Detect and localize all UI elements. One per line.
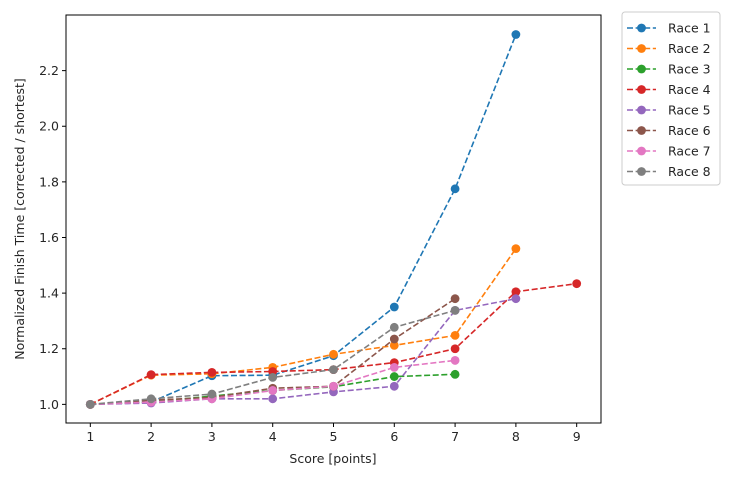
data-point xyxy=(511,287,521,297)
x-tick-label: 6 xyxy=(390,429,398,444)
axes-frame xyxy=(65,14,602,424)
legend-item: Race 1 xyxy=(627,21,711,36)
legend-marker-icon xyxy=(637,23,646,33)
data-point xyxy=(207,389,217,399)
legend-item: Race 4 xyxy=(627,82,711,97)
data-point xyxy=(85,399,95,409)
series-race-8 xyxy=(85,305,460,409)
data-point xyxy=(511,30,521,39)
legend-marker-icon xyxy=(637,64,646,74)
data-point xyxy=(146,394,156,404)
legend-marker-icon xyxy=(637,126,646,135)
data-point xyxy=(146,370,156,380)
y-tick-label: 1.0 xyxy=(39,397,59,412)
y-tick-label: 1.8 xyxy=(39,174,59,189)
legend-marker-icon xyxy=(637,105,646,115)
series-race-2 xyxy=(85,244,521,409)
y-axis: 1.0 1.2 1.4 1.6 1.8 2.0 2.2 xyxy=(39,63,66,412)
data-point xyxy=(450,356,460,365)
legend-label: Race 5 xyxy=(668,103,711,118)
legend-item: Race 6 xyxy=(627,123,711,138)
x-tick-label: 2 xyxy=(147,429,155,444)
x-tick-label: 3 xyxy=(208,429,216,444)
x-tick-label: 1 xyxy=(86,429,94,444)
y-tick-label: 2.0 xyxy=(39,119,59,134)
data-point xyxy=(268,386,278,395)
legend-marker-icon xyxy=(637,85,646,94)
y-tick-label: 1.2 xyxy=(39,341,59,356)
data-point xyxy=(572,279,582,289)
legend-label: Race 2 xyxy=(668,41,711,56)
x-axis-label: Score [points] xyxy=(289,451,376,466)
x-tick-label: 7 xyxy=(451,429,459,444)
legend-item: Race 8 xyxy=(627,164,711,179)
legend: Race 1 Race 2 Race 3 Race 4 Race 5 Race 6 Race… xyxy=(621,11,721,186)
data-point xyxy=(329,349,338,359)
y-tick-label: 1.4 xyxy=(39,286,59,301)
data-point xyxy=(450,184,460,194)
y-tick-label: 2.2 xyxy=(39,63,59,78)
data-point xyxy=(450,305,460,315)
legend-item: Race 3 xyxy=(627,62,711,77)
x-tick-label: 5 xyxy=(330,429,338,444)
legend-label: Race 8 xyxy=(668,164,711,179)
data-point xyxy=(329,365,338,375)
legend-frame xyxy=(621,11,721,186)
legend-label: Race 7 xyxy=(668,144,711,159)
legend-marker-icon xyxy=(637,44,646,53)
legend-marker-icon xyxy=(637,146,646,156)
data-point xyxy=(450,330,460,340)
legend-marker-icon xyxy=(637,167,646,176)
data-point xyxy=(268,394,278,404)
x-axis: 1 2 3 4 5 6 7 8 9 xyxy=(86,423,581,444)
data-point xyxy=(389,334,399,344)
data-point xyxy=(511,294,521,304)
data-point xyxy=(389,341,399,350)
x-tick-label: 8 xyxy=(512,429,520,444)
data-point xyxy=(389,362,399,372)
y-tick-label: 1.6 xyxy=(39,230,59,245)
data-point xyxy=(268,372,278,382)
legend-item: Race 7 xyxy=(627,144,711,159)
y-axis-label: Normalized Finish Time [corrected / shor… xyxy=(12,78,27,360)
legend-item: Race 5 xyxy=(627,103,711,118)
legend-label: Race 4 xyxy=(668,82,711,97)
legend-label: Race 6 xyxy=(668,123,711,138)
legend-item: Race 2 xyxy=(627,41,711,56)
data-point xyxy=(389,322,399,332)
data-point xyxy=(511,244,521,254)
data-point xyxy=(450,294,460,304)
data-point xyxy=(389,381,399,391)
data-point xyxy=(450,344,460,354)
legend-label: Race 1 xyxy=(668,21,711,36)
series-line xyxy=(89,248,517,406)
x-tick-label: 4 xyxy=(269,429,277,444)
data-point xyxy=(389,302,399,312)
data-point xyxy=(207,367,217,377)
x-tick-label: 9 xyxy=(573,429,581,444)
data-point xyxy=(329,381,338,391)
legend-label: Race 3 xyxy=(668,62,711,77)
data-point xyxy=(450,369,460,379)
data-point xyxy=(389,372,399,381)
plot-area xyxy=(85,30,582,409)
